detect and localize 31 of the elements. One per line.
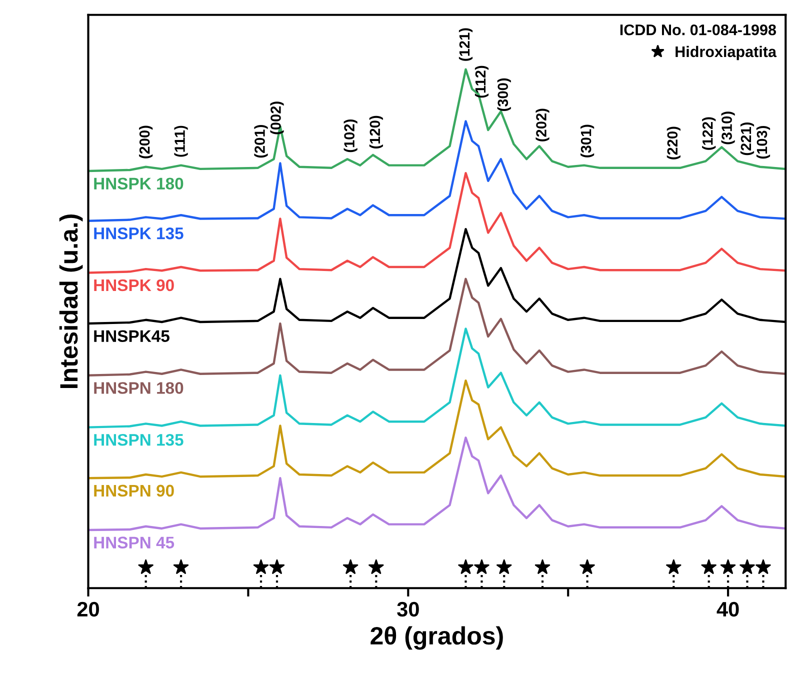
series-label: HNSPK45 [94, 330, 170, 342]
annotation: (200) [139, 126, 153, 158]
text: (121) [458, 28, 473, 61]
x-tick-label: 40 [716, 602, 739, 617]
y-axis-title: Intesidad (u.a.) [59, 214, 83, 388]
x-axis-title: 2θ (grados) [370, 626, 503, 650]
series-label: HNSPN 45 [94, 536, 174, 548]
x-tick-label: 30 [397, 602, 419, 617]
annotation: (103) [756, 126, 770, 159]
series-label: HNSPN 135 [94, 434, 184, 446]
annotation: (300) [497, 78, 511, 112]
annotation: (120) [369, 116, 383, 149]
annotation: (220) [666, 126, 680, 160]
annotation: (102) [344, 120, 358, 152]
series-label: HNSPN 90 [94, 484, 174, 497]
annotation: (122) [702, 117, 716, 150]
annotation: (221) [740, 122, 754, 156]
legend-title: ICDD No. 01-084-1998 [620, 24, 776, 36]
annotation: (202) [536, 108, 550, 142]
annotation: (310) [721, 112, 735, 144]
annotation: (002) [270, 102, 284, 134]
series-label: HNSPK 180 [94, 178, 184, 190]
annotation: (111) [174, 126, 188, 157]
annotation: (301) [580, 124, 594, 158]
annotation: (201) [254, 125, 268, 158]
series-label: HNSPN 180 [94, 382, 184, 394]
legend-label: Hidroxiapatita [676, 46, 777, 60]
x-tick-label: 20 [77, 602, 99, 617]
series-label: HNSPK 135 [94, 227, 184, 240]
series-label: HNSPK 90 [94, 279, 174, 292]
annotation: (112) [474, 66, 489, 98]
